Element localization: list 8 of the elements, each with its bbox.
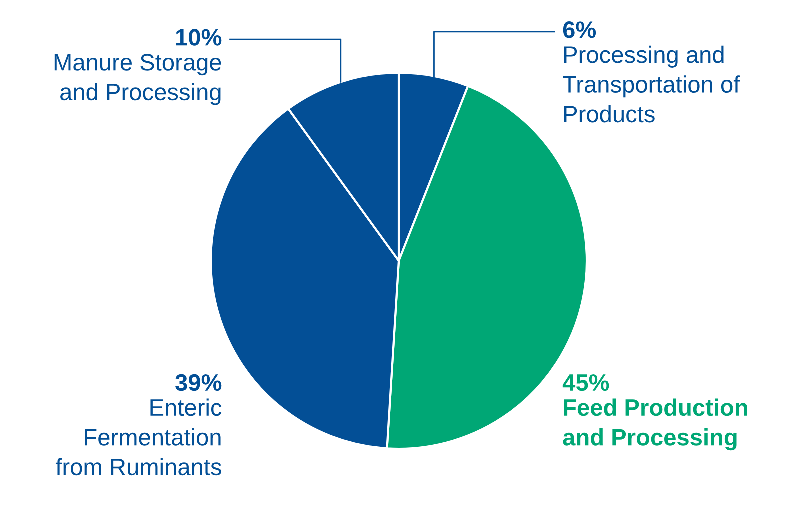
data-label: 39% <box>176 374 222 392</box>
slice-label: Manure Storage and Processing <box>54 54 222 106</box>
data-label: 10% <box>176 29 222 46</box>
data-label: 6% <box>563 22 596 38</box>
slice-label: Enteric Fermentation from Ruminants <box>56 398 222 476</box>
data-label: 45% <box>562 374 610 392</box>
slice-label: Feed Production and Processing <box>563 398 748 451</box>
slice-label: Processing and Transportation of Products <box>563 46 740 123</box>
